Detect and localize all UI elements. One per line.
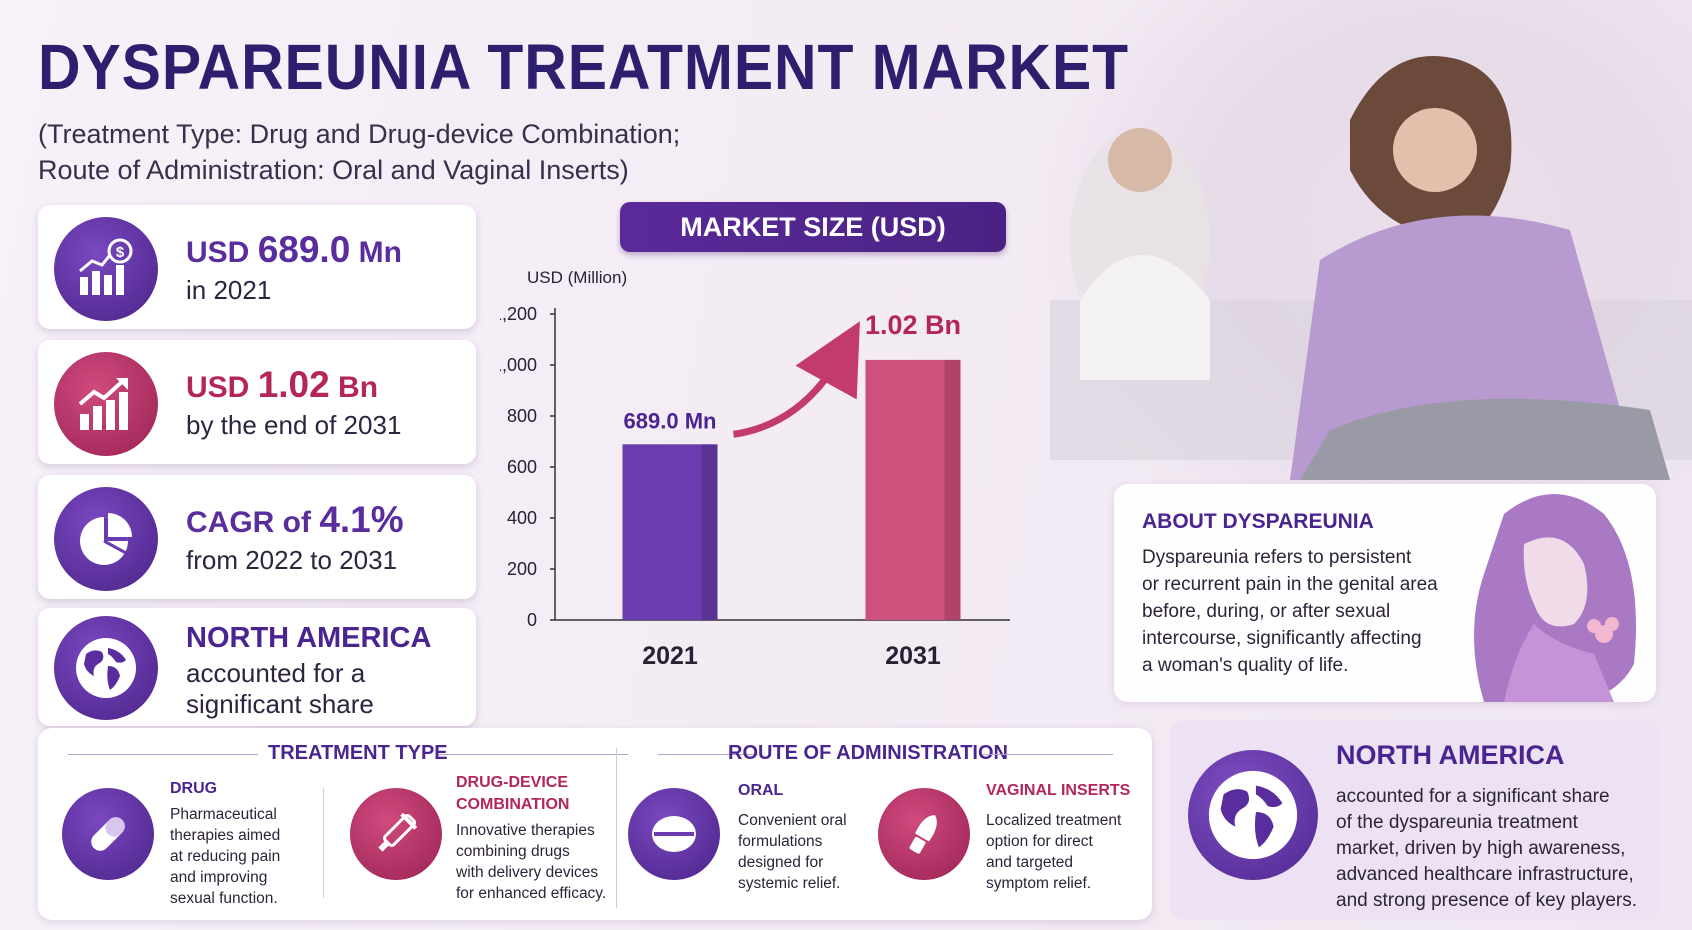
section-divider bbox=[616, 748, 617, 908]
growth-arrow bbox=[732, 321, 860, 438]
divider bbox=[438, 754, 628, 755]
page-subtitle: (Treatment Type: Drug and Drug-device Co… bbox=[38, 116, 798, 188]
pie-chart-icon bbox=[54, 487, 158, 591]
north-america-panel: NORTH AMERICA accounted for a significan… bbox=[1170, 720, 1660, 920]
stat-card-cagr: CAGR of 4.1% from 2022 to 2031 bbox=[38, 475, 476, 599]
divider bbox=[658, 754, 758, 755]
stat-value: CAGR of 4.1% bbox=[186, 499, 404, 540]
segment-text: Convenient oral formulations designed for s… bbox=[738, 812, 847, 892]
y-tick-label: 0 bbox=[527, 610, 537, 630]
segment-title: ORAL bbox=[738, 782, 784, 799]
segments-panel: TREATMENT TYPE ROUTE OF ADMINISTRATION D… bbox=[38, 728, 1152, 920]
applicator-icon bbox=[350, 788, 442, 880]
segment-text: Localized treatment option for direct and … bbox=[986, 812, 1122, 892]
y-tick-label: 400 bbox=[507, 508, 537, 528]
tablet-icon bbox=[628, 788, 720, 880]
segment-title: VAGINAL INSERTS bbox=[986, 782, 1131, 799]
stat-card-north-america: NORTH AMERICA accounted for a significan… bbox=[38, 608, 476, 726]
y-tick-label: 1,000 bbox=[500, 355, 537, 375]
y-tick-label: 800 bbox=[507, 406, 537, 426]
stat-value: USD 689.0 Mn bbox=[186, 229, 402, 270]
data-label: 689.0 Mn bbox=[624, 408, 717, 433]
y-tick-label: 1,200 bbox=[500, 304, 537, 324]
x-tick-label: 2021 bbox=[642, 642, 698, 670]
stat-caption: by the end of 2031 bbox=[186, 410, 402, 440]
y-tick-label: 200 bbox=[507, 559, 537, 579]
bar-growth-icon bbox=[54, 352, 158, 456]
north-america-text: accounted for a significant share of the… bbox=[1336, 786, 1638, 911]
segment-title: DRUG-DEVICE COMBINATION bbox=[456, 774, 570, 813]
woman-illustration bbox=[1474, 494, 1636, 702]
divider bbox=[983, 754, 1113, 755]
route-heading: ROUTE OF ADMINISTRATION bbox=[728, 742, 1008, 764]
chart-title: MARKET SIZE (USD) bbox=[620, 202, 1006, 252]
x-tick-label: 2031 bbox=[885, 642, 941, 670]
market-size-chart: 0 200 400 600 800 1,000 1,200 689.0 Mn 2021 1.02 … bbox=[500, 304, 1010, 670]
north-america-heading: NORTH AMERICA bbox=[1336, 740, 1565, 770]
stat-caption: in 2021 bbox=[186, 275, 272, 305]
item-divider bbox=[323, 788, 324, 898]
segment-text: Pharmaceutical therapies aimed at reducing… bbox=[170, 806, 281, 907]
y-tick-label: 600 bbox=[507, 457, 537, 477]
treatment-type-heading: TREATMENT TYPE bbox=[268, 742, 448, 764]
page-title: DYSPAREUNIA TREATMENT MARKET bbox=[38, 31, 1130, 103]
stat-value: NORTH AMERICA bbox=[186, 622, 432, 654]
stat-value: USD 1.02 Bn bbox=[186, 364, 379, 405]
about-heading: ABOUT DYSPAREUNIA bbox=[1142, 510, 1374, 533]
bar-2031 bbox=[865, 359, 961, 620]
bar-2021 bbox=[622, 444, 718, 620]
subtitle-line: (Treatment Type: Drug and Drug-device Co… bbox=[38, 119, 681, 149]
about-panel: ABOUT DYSPAREUNIA Dyspareunia refers to … bbox=[1114, 484, 1656, 702]
capsule-icon bbox=[62, 788, 154, 880]
segment-title: DRUG bbox=[170, 780, 218, 797]
stat-card-market-2021: $ USD 689.0 Mn in 2021 bbox=[38, 205, 476, 329]
y-axis-label: USD (Million) bbox=[527, 268, 628, 287]
globe-icon bbox=[54, 616, 158, 720]
svg-text:$: $ bbox=[116, 244, 125, 261]
divider bbox=[68, 754, 258, 755]
stat-card-market-2031: USD 1.02 Bn by the end of 2031 bbox=[38, 340, 476, 464]
globe-icon bbox=[1188, 750, 1318, 880]
segment-text: Innovative therapies combining drugs with … bbox=[456, 822, 607, 902]
stat-caption: accounted for a significant share bbox=[186, 658, 374, 719]
bar-shade bbox=[944, 359, 961, 620]
stat-caption: from 2022 to 2031 bbox=[186, 545, 398, 575]
bar-shade bbox=[701, 444, 718, 620]
background-photo bbox=[1050, 0, 1692, 560]
data-label: 1.02 Bn bbox=[865, 310, 961, 340]
insert-icon bbox=[878, 788, 970, 880]
money-growth-icon: $ bbox=[54, 217, 158, 321]
subtitle-line: Route of Administration: Oral and Vagina… bbox=[38, 155, 629, 185]
about-text: Dyspareunia refers to persistent or recu… bbox=[1142, 547, 1438, 676]
